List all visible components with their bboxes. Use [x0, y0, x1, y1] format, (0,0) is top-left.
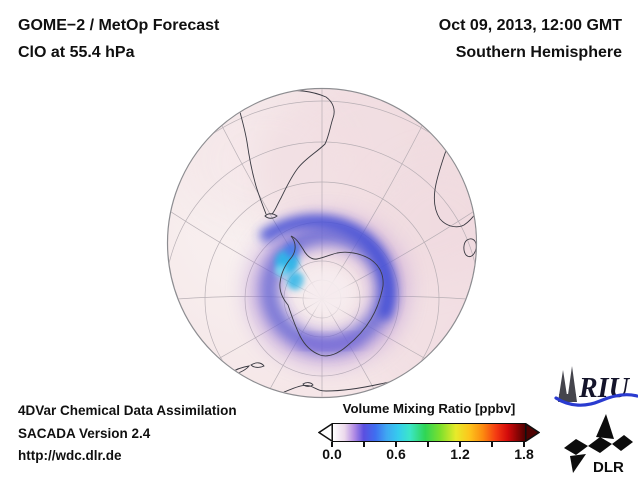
colorbar-tick [363, 442, 365, 447]
coastline-antarctica [279, 235, 384, 357]
colorbar-right-arrow-icon [525, 423, 540, 442]
colorbar-tick [523, 442, 525, 447]
coastline-small-island [302, 382, 314, 387]
colorbar-title: Volume Mixing Ratio [ppbv] [342, 401, 516, 416]
header-left: GOME−2 / MetOp Forecast ClO at 55.4 hPa [18, 12, 219, 66]
header-right: Oct 09, 2013, 12:00 GMT Southern Hemisph… [439, 12, 622, 66]
version-label: SACADA Version 2.4 [18, 425, 151, 441]
cathedral-icon [558, 366, 577, 402]
hemisphere-label: Southern Hemisphere [455, 44, 622, 61]
riu-logo: RIU [554, 366, 638, 407]
coastline-new-zealand-north [250, 362, 265, 368]
colorbar-tick [331, 442, 333, 447]
dlr-logo: DLR [564, 414, 633, 476]
colorbar-gradient [332, 423, 526, 442]
colorbar-tick-label: 1.8 [514, 446, 534, 462]
riu-wave-icon [554, 393, 638, 407]
colorbar-tick-label: 0.6 [386, 446, 406, 462]
dlr-text: DLR [593, 459, 624, 476]
assimilation-label: 4DVar Chemical Data Assimilation [18, 403, 237, 418]
plot-pressure-level: ClO at 55.4 hPa [18, 44, 135, 61]
clo-ring-hole [302, 268, 354, 316]
dlr-star-icon [564, 414, 633, 473]
coastline-madagascar [463, 238, 476, 258]
timestamp: Oct 09, 2013, 12:00 GMT [438, 17, 622, 34]
colorbar-tick [491, 442, 493, 447]
footer-left: 4DVar Chemical Data Assimilation SACADA … [18, 400, 237, 468]
coastline-africa [433, 141, 476, 228]
coastline-equator-fragment [371, 89, 391, 94]
colorbar-tick-label: 1.2 [450, 446, 470, 462]
colorbar [318, 423, 540, 442]
coastline-australia-limb [283, 379, 398, 393]
coastline-tierra-del-fuego [264, 213, 278, 219]
colorbar-left-arrow-icon [318, 423, 333, 442]
colorbar-tick [459, 442, 461, 447]
colorbar-tick [427, 442, 429, 447]
plot-title: GOME−2 / MetOp Forecast [18, 17, 220, 34]
colorbar-tick-label: 0.0 [322, 446, 342, 462]
clo-field-ring [248, 214, 406, 365]
colorbar-tick [395, 442, 397, 447]
footer-url: http://wdc.dlr.de [18, 448, 122, 463]
